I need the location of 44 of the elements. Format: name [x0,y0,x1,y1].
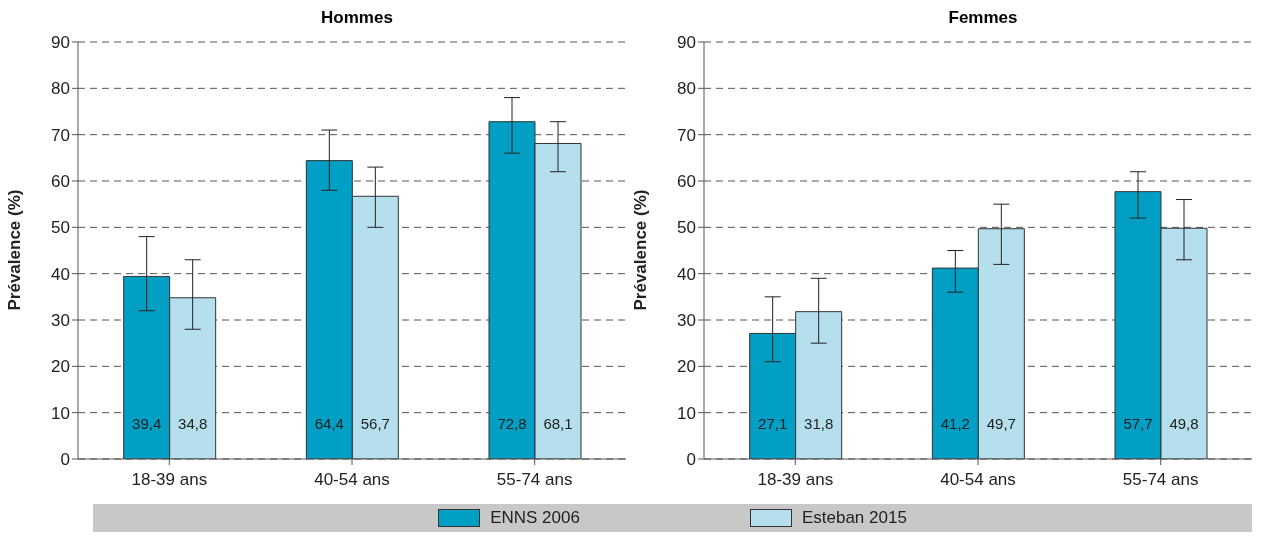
y-tick-label: 70 [51,125,70,145]
y-tick-label: 0 [60,450,70,470]
data-label: 49,8 [1169,415,1199,432]
y-tick-label: 40 [51,264,70,284]
y-tick-label: 90 [51,33,70,53]
y-tick-label: 40 [677,264,696,284]
y-tick-label: 0 [686,450,696,470]
data-label: 68,1 [543,415,573,432]
x-tick-label: 18-39 ans [757,470,834,490]
data-label: 31,8 [804,415,834,432]
data-label: 39,4 [132,415,162,432]
data-label: 72,8 [497,415,527,432]
x-tick-label: 40-54 ans [314,470,390,490]
data-label: 57,7 [1123,415,1153,432]
y-tick-label: 10 [677,403,696,423]
data-label: 56,7 [360,415,390,432]
data-label: 49,7 [986,415,1016,432]
y-tick-label: 50 [51,218,70,238]
y-tick-label: 30 [51,311,70,331]
x-tick-label: 55-74 ans [1122,470,1199,490]
x-tick-label: 40-54 ans [940,470,1016,490]
y-tick-label: 10 [51,403,70,423]
chart-title: Hommes [320,8,394,29]
legend-label: ENNS 2006 [490,508,580,528]
y-tick-label: 70 [677,125,696,145]
data-label: 34,8 [178,415,208,432]
data-label: 64,4 [314,415,344,432]
y-tick-label: 80 [51,79,70,99]
legend-label: Esteban 2015 [801,508,907,528]
y-tick-label: 30 [677,311,696,331]
y-tick-label: 60 [677,172,696,192]
y-axis-title: Prévalence (%) [631,189,651,311]
x-tick-label: 18-39 ans [131,470,208,490]
data-label: 41,2 [940,415,970,432]
chart-title: Femmes [947,8,1019,29]
y-axis-title: Prévalence (%) [5,189,25,311]
y-tick-label: 80 [677,79,696,99]
y-tick-label: 20 [677,357,696,377]
data-label: 27,1 [758,415,788,432]
y-tick-label: 20 [51,357,70,377]
y-tick-label: 60 [51,172,70,192]
x-tick-label: 55-74 ans [496,470,573,490]
y-tick-label: 90 [677,33,696,53]
y-tick-label: 50 [677,218,696,238]
